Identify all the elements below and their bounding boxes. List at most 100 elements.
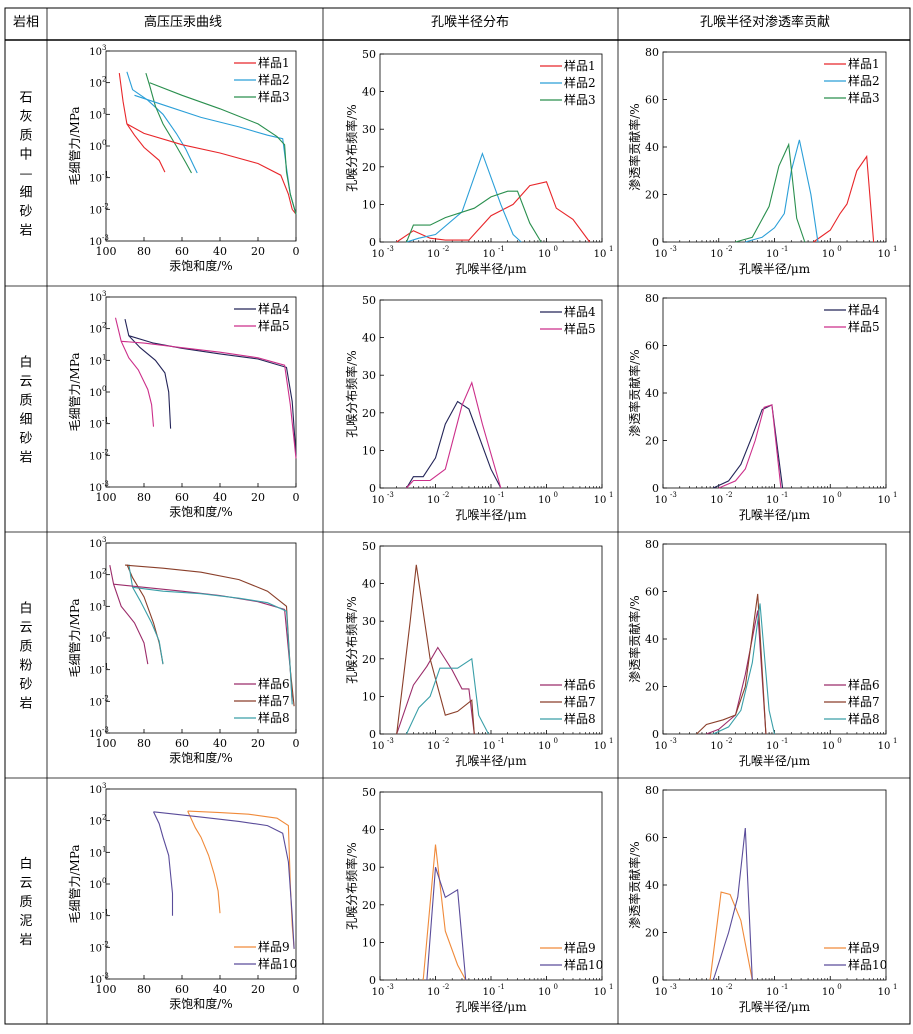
x-tick-label: 10 [483, 249, 496, 260]
legend-label: 样品1 [564, 58, 596, 73]
y-tick-label: 50 [362, 294, 376, 307]
y-tick-label: 20 [362, 407, 376, 420]
y-axis-label: 孔喉分布频率/% [344, 842, 359, 929]
series-line [706, 610, 767, 735]
series-line [153, 811, 174, 916]
x-tick-exponent: -2 [443, 245, 450, 253]
x-tick-label: 10 [822, 495, 835, 506]
y-tick-label: 10 [89, 79, 102, 90]
legend-label: 样品6 [848, 677, 880, 692]
y-tick-label: 10 [89, 142, 102, 153]
y-tick-label: 10 [89, 785, 102, 796]
x-tick-exponent: -2 [726, 491, 733, 499]
y-tick-label: 60 [645, 340, 659, 353]
y-tick-exponent: 1 [102, 845, 106, 853]
x-tick-exponent: -2 [726, 737, 733, 745]
y-tick-label: 20 [645, 927, 659, 940]
x-tick-label: 10 [878, 495, 891, 506]
x-axis-label: 汞饱和度/% [169, 996, 232, 1011]
y-tick-exponent: 2 [102, 814, 106, 822]
x-tick-label: 20 [251, 245, 265, 258]
x-tick-exponent: 1 [893, 737, 897, 745]
x-axis-label: 孔喉半径/μm [455, 508, 527, 522]
legend-label: 样品6 [564, 677, 596, 692]
x-tick-label: 10 [710, 987, 723, 998]
y-tick-exponent: -3 [102, 480, 109, 488]
x-tick-label: 10 [878, 249, 891, 260]
y-tick-label: 50 [362, 540, 376, 553]
y-tick-label: 10 [89, 666, 102, 677]
x-tick-label: 10 [655, 249, 668, 260]
y-tick-label: 50 [362, 786, 376, 799]
y-tick-label: 0 [652, 728, 659, 741]
y-tick-label: 40 [645, 633, 659, 646]
series-line [713, 603, 776, 735]
x-tick-label: 0 [293, 983, 300, 996]
y-tick-exponent: 1 [102, 107, 106, 115]
series-line [696, 593, 767, 735]
x-tick-label: 10 [710, 249, 723, 260]
y-axis-label: 毛细管力/MPa [67, 598, 82, 677]
y-tick-exponent: 3 [102, 44, 106, 52]
series-line [406, 381, 502, 489]
y-tick-label: 40 [362, 332, 376, 345]
y-tick-label: 20 [362, 653, 376, 666]
y-tick-label: 60 [645, 586, 659, 599]
x-tick-exponent: 1 [893, 491, 897, 499]
y-tick-label: 0 [652, 974, 659, 987]
x-tick-label: 10 [427, 249, 440, 260]
series-line [735, 142, 806, 243]
series-line [128, 335, 297, 456]
series-line [709, 891, 753, 981]
y-tick-label: 10 [89, 975, 102, 986]
y-tick-label: 10 [89, 174, 102, 185]
x-tick-exponent: -3 [387, 737, 394, 745]
series-line [406, 151, 522, 243]
series-line [426, 867, 467, 981]
y-tick-label: 10 [89, 237, 102, 248]
x-tick-exponent: -1 [498, 245, 505, 253]
x-tick-label: 40 [213, 737, 227, 750]
x-tick-exponent: -1 [498, 737, 505, 745]
x-tick-exponent: -2 [443, 491, 450, 499]
header-facies: 岩相 [13, 15, 39, 30]
y-tick-exponent: 0 [102, 139, 106, 147]
x-axis-label: 孔喉半径/μm [739, 1000, 811, 1014]
y-tick-exponent: 3 [102, 290, 106, 298]
y-tick-label: 30 [362, 123, 376, 136]
legend-label: 样品5 [564, 321, 596, 336]
x-tick-label: 10 [538, 741, 551, 752]
y-tick-label: 40 [362, 578, 376, 591]
x-tick-exponent: 1 [609, 245, 613, 253]
x-tick-exponent: -1 [498, 983, 505, 991]
y-tick-label: 10 [89, 483, 102, 494]
y-tick-label: 10 [89, 602, 102, 613]
x-axis-label: 孔喉半径/μm [455, 262, 527, 276]
x-tick-exponent: -2 [726, 245, 733, 253]
x-axis-label: 汞饱和度/% [169, 504, 232, 519]
x-tick-exponent: -3 [670, 737, 677, 745]
y-tick-exponent: -1 [102, 909, 109, 917]
series-line [109, 564, 149, 665]
y-tick-exponent: -3 [102, 726, 109, 734]
x-tick-exponent: 0 [837, 737, 841, 745]
legend-label: 样品1 [258, 55, 290, 70]
x-tick-exponent: -1 [782, 983, 789, 991]
y-tick-label: 80 [645, 46, 659, 59]
y-tick-label: 50 [362, 48, 376, 61]
x-tick-label: 40 [213, 983, 227, 996]
y-tick-label: 20 [645, 435, 659, 448]
x-tick-label: 20 [251, 983, 265, 996]
y-tick-exponent: 2 [102, 322, 106, 330]
x-tick-label: 10 [822, 741, 835, 752]
y-tick-exponent: -1 [102, 417, 109, 425]
x-tick-label: 0 [293, 491, 300, 504]
x-tick-label: 10 [766, 495, 779, 506]
legend-label: 样品1 [848, 56, 880, 71]
y-tick-exponent: -2 [102, 448, 109, 456]
